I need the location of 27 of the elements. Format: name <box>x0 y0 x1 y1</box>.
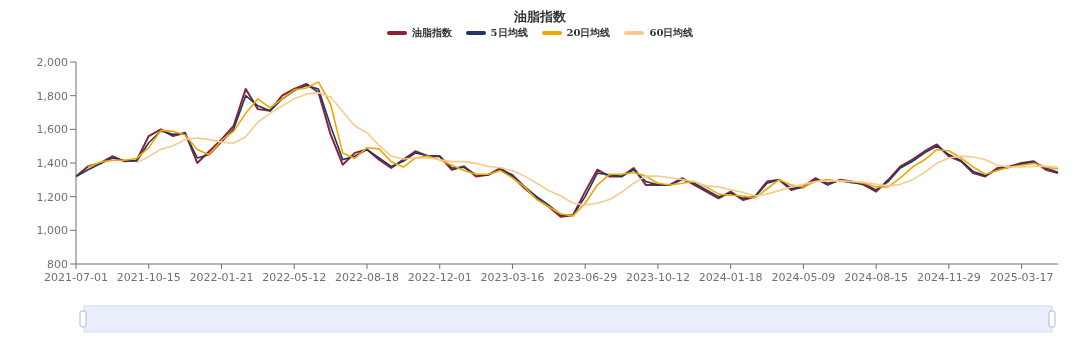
x-tick-label: 2022-01-21 <box>189 271 254 284</box>
x-tick-label: 2024-08-15 <box>844 271 909 284</box>
y-tick-label: 1,000 <box>36 224 68 238</box>
x-tick-label: 2024-05-09 <box>771 271 836 284</box>
x-tick-label: 2021-07-01 <box>44 271 108 284</box>
legend-label: 60日均线 <box>649 26 694 40</box>
x-tick-label: 2022-08-18 <box>334 271 399 284</box>
y-tick-label: 1,200 <box>36 190 68 204</box>
chart-title: 油脂指数 <box>513 8 567 26</box>
legend-label: 5日均线 <box>490 26 528 40</box>
x-tick-label: 2024-01-18 <box>698 271 763 284</box>
legend-label: 油脂指数 <box>411 26 452 40</box>
x-tick-label: 2023-03-16 <box>480 271 545 284</box>
y-tick-label: 800 <box>47 257 68 271</box>
y-tick-label: 2,000 <box>36 55 68 69</box>
x-tick-label: 2021-10-15 <box>116 271 181 284</box>
x-tick-label: 2025-03-17 <box>989 271 1054 284</box>
x-tick-label: 2023-10-12 <box>625 271 690 284</box>
x-tick-label: 2022-05-12 <box>262 271 327 284</box>
line-series <box>135 91 1059 206</box>
x-tick-label: 2023-06-29 <box>553 271 618 284</box>
y-tick-label: 1,600 <box>36 123 68 137</box>
x-tick-label: 2022-12-01 <box>407 271 472 284</box>
x-tick-label: 2024-11-29 <box>916 271 981 284</box>
legend-label: 20日均线 <box>566 26 611 40</box>
y-tick-label: 1,400 <box>36 156 68 170</box>
y-tick-label: 1,800 <box>36 89 68 103</box>
